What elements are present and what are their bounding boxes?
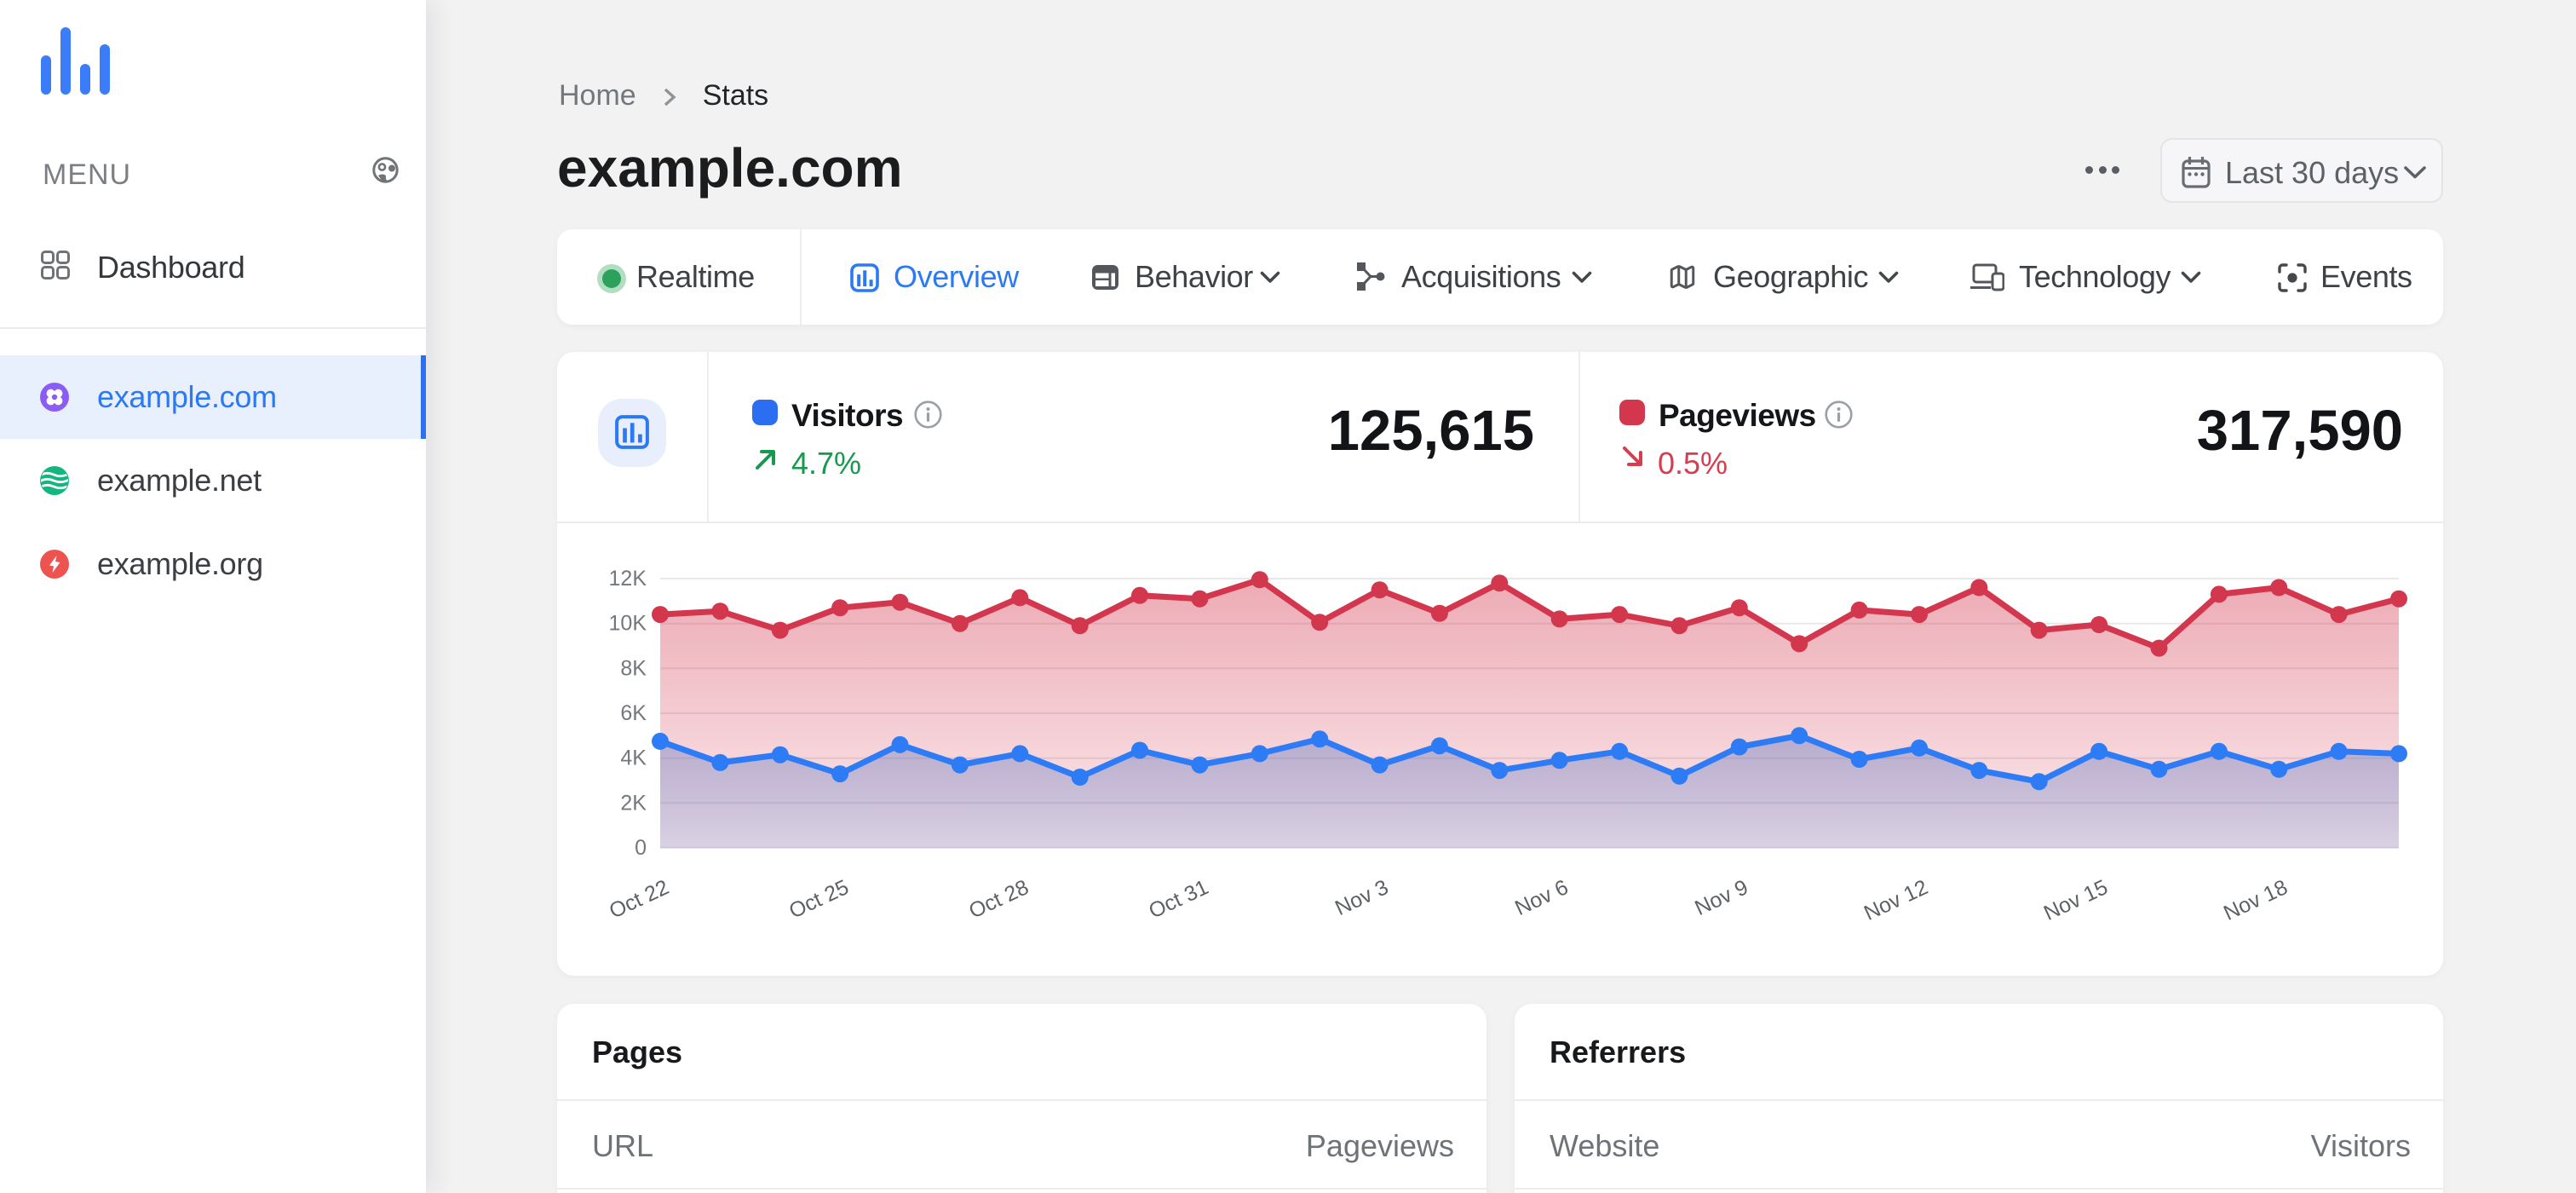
svg-text:10K: 10K [609,612,647,636]
svg-text:Oct 25: Oct 25 [785,875,853,924]
svg-text:Oct 28: Oct 28 [965,875,1032,924]
svg-text:Oct 22: Oct 22 [606,875,673,924]
svg-text:Nov 3: Nov 3 [1331,875,1392,920]
svg-text:Nov 18: Nov 18 [2220,875,2291,925]
svg-text:Nov 12: Nov 12 [1860,875,1932,925]
svg-text:6K: 6K [620,701,647,725]
svg-text:0: 0 [635,836,647,860]
svg-text:12K: 12K [609,567,647,591]
svg-text:Nov 6: Nov 6 [1511,875,1572,920]
svg-text:Nov 9: Nov 9 [1691,875,1751,920]
svg-text:4K: 4K [620,746,647,770]
svg-text:2K: 2K [620,791,647,815]
svg-text:Nov 15: Nov 15 [2040,875,2112,925]
svg-text:Oct 31: Oct 31 [1145,875,1212,924]
svg-text:8K: 8K [620,656,647,680]
